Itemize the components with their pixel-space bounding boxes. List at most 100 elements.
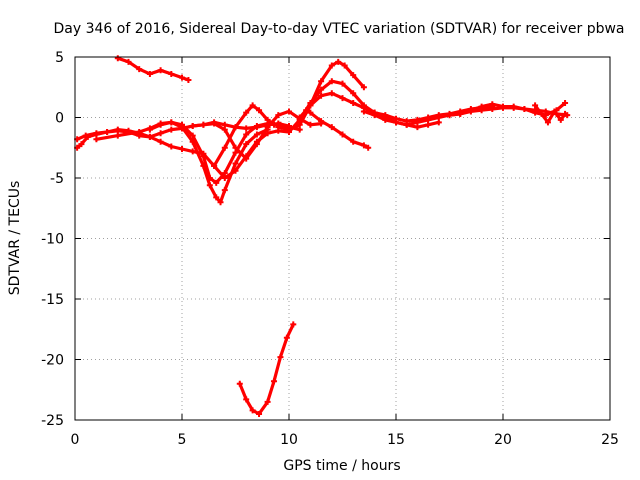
data-point	[283, 334, 290, 341]
data-point	[538, 110, 545, 117]
series-arc-10	[296, 90, 496, 125]
data-point	[221, 170, 228, 177]
data-point	[93, 136, 100, 143]
data-point	[217, 199, 224, 206]
data-point	[393, 119, 399, 126]
series-layer	[74, 55, 571, 417]
data-point	[168, 119, 175, 126]
y-tick-label: 5	[55, 50, 64, 66]
data-point	[544, 119, 551, 126]
data-point	[256, 107, 263, 114]
data-point	[328, 124, 335, 131]
data-point	[206, 182, 213, 189]
data-point	[286, 108, 292, 115]
data-point	[318, 118, 325, 125]
data-point	[403, 121, 410, 128]
data-point	[168, 143, 175, 150]
data-point	[446, 112, 453, 119]
data-point	[146, 70, 153, 77]
data-point	[157, 67, 164, 74]
y-tick-label: -10	[41, 232, 64, 248]
data-point	[275, 112, 282, 119]
data-point	[249, 407, 256, 414]
data-point	[236, 380, 243, 387]
data-point	[157, 130, 164, 137]
data-point	[360, 84, 367, 91]
data-point	[243, 396, 250, 403]
series-arc-15	[236, 321, 297, 417]
data-point	[551, 108, 558, 115]
data-point	[307, 121, 314, 128]
data-point	[296, 114, 303, 121]
data-point	[307, 102, 314, 109]
data-point	[435, 114, 442, 121]
data-point	[350, 138, 357, 145]
data-point	[328, 90, 335, 97]
data-point	[360, 142, 367, 149]
data-point	[232, 124, 239, 131]
y-tick-label: -20	[41, 353, 64, 369]
data-point	[521, 106, 528, 113]
data-point	[114, 132, 121, 139]
data-point	[562, 110, 569, 117]
y-axis-title: SDTVAR / TECUs	[7, 181, 23, 296]
data-point	[532, 109, 539, 116]
data-point	[286, 129, 292, 136]
data-point	[189, 122, 196, 129]
data-point	[243, 155, 250, 162]
data-point	[303, 107, 310, 114]
data-point	[339, 80, 346, 87]
y-tick-label: -15	[41, 292, 64, 308]
data-point	[243, 131, 250, 138]
y-tick-label: 0	[55, 111, 64, 127]
series-line	[304, 108, 370, 150]
data-point	[339, 95, 346, 102]
data-point	[264, 398, 271, 405]
data-point	[146, 133, 153, 140]
data-point	[335, 58, 342, 65]
data-point	[318, 92, 325, 99]
data-point	[213, 194, 220, 201]
data-point	[200, 162, 207, 169]
data-point	[249, 102, 256, 109]
data-point	[189, 148, 196, 155]
data-point	[168, 70, 175, 77]
data-point	[82, 132, 89, 139]
data-point	[232, 144, 239, 151]
chart-title: Day 346 of 2016, Sidereal Day-to-day VTE…	[53, 21, 624, 37]
data-point	[271, 121, 278, 128]
data-point	[275, 124, 282, 131]
data-point	[221, 144, 228, 151]
data-point	[253, 131, 260, 138]
data-point	[253, 122, 260, 129]
data-point	[157, 121, 164, 128]
data-point	[243, 141, 250, 148]
data-point	[104, 129, 111, 136]
data-point	[350, 90, 357, 97]
data-point	[328, 78, 335, 85]
data-point	[467, 107, 474, 114]
data-point	[277, 354, 284, 361]
series-arc-11	[303, 107, 372, 151]
x-tick-label: 5	[178, 432, 187, 448]
data-point	[232, 160, 239, 167]
series-arc-1	[114, 55, 192, 83]
data-point	[146, 126, 153, 133]
x-tick-label: 0	[71, 432, 80, 448]
x-tick-label: 25	[601, 432, 619, 448]
data-point	[93, 130, 100, 137]
x-tick-label: 20	[494, 432, 512, 448]
data-point	[256, 410, 263, 417]
data-point	[339, 131, 346, 138]
data-point	[157, 138, 164, 145]
data-point	[168, 126, 175, 133]
data-point	[478, 103, 485, 110]
data-point	[78, 141, 85, 148]
data-point	[264, 116, 271, 123]
data-point	[500, 103, 506, 110]
data-point	[307, 109, 314, 116]
data-point	[136, 66, 143, 73]
data-point	[271, 378, 278, 385]
data-point	[243, 109, 250, 116]
